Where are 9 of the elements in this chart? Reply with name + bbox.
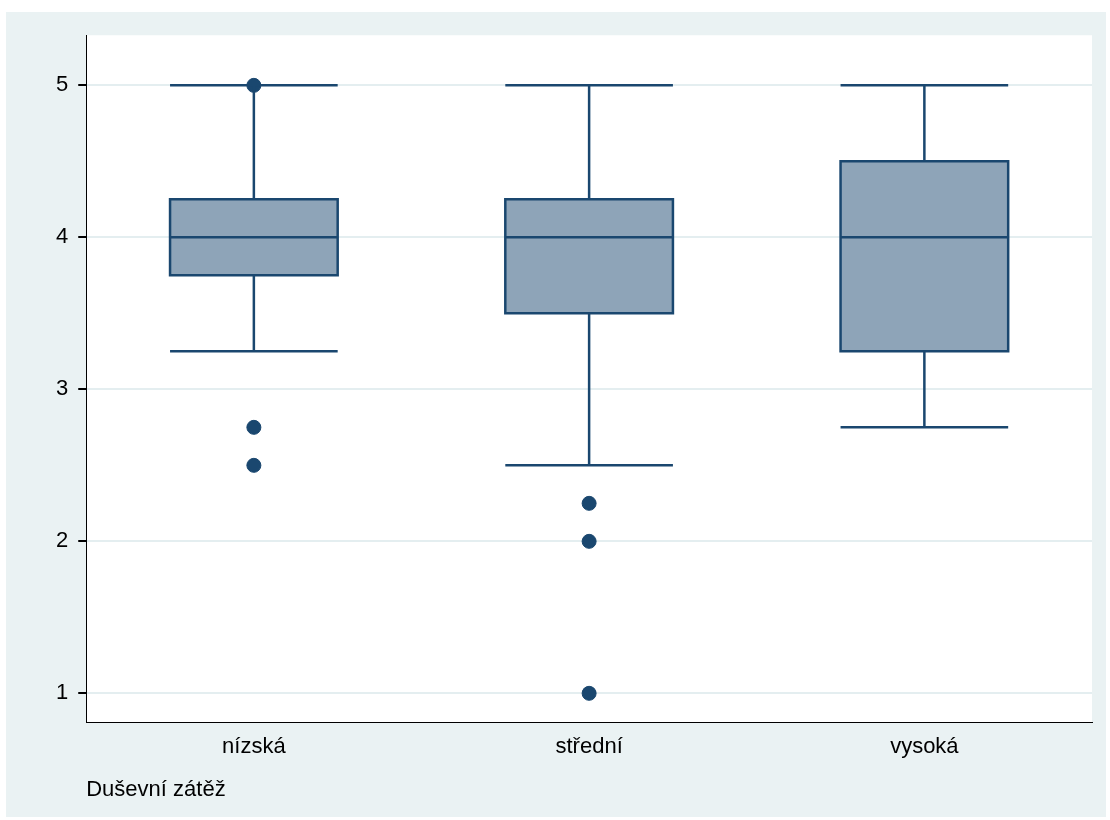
y-tick-label: 4 xyxy=(55,223,69,249)
x-tick-label: střední xyxy=(555,733,623,759)
y-tick-label: 3 xyxy=(55,375,69,401)
x-tick-label: vysoká xyxy=(890,733,960,759)
y-tick-label: 1 xyxy=(55,679,69,705)
y-tick-label: 2 xyxy=(55,527,69,553)
x-tick-label: nízská xyxy=(222,733,287,759)
x-axis-title: Duševní zátěž xyxy=(86,775,226,801)
y-tick-label: 5 xyxy=(55,71,69,97)
